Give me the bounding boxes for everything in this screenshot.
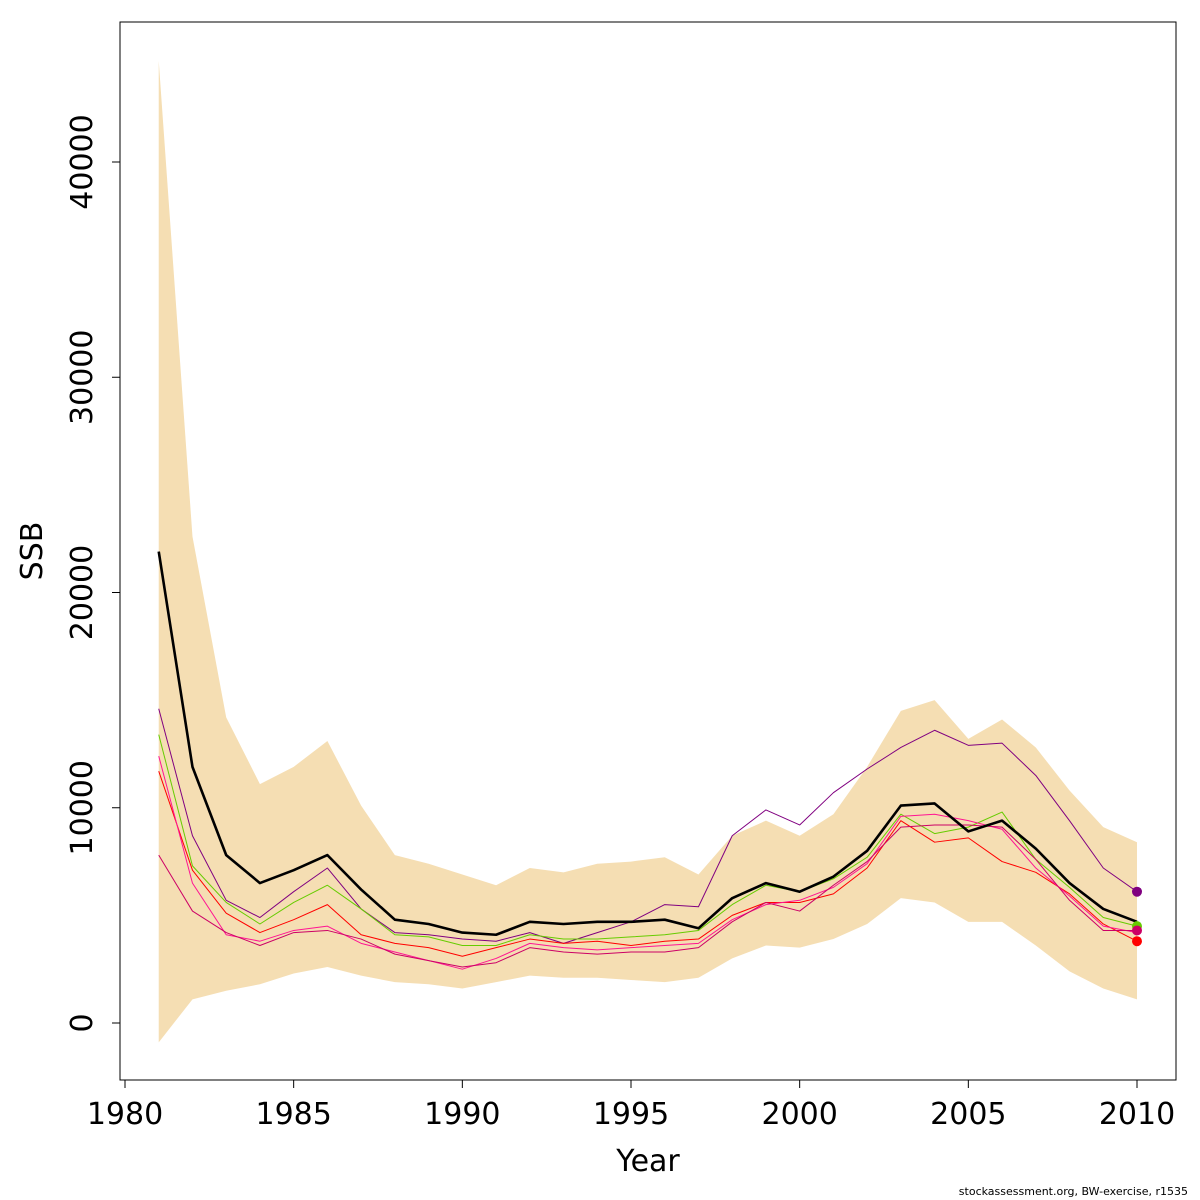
x-tick-label: 1995 (593, 1097, 669, 1132)
series-line-2 (158, 708, 1138, 944)
series-line-4 (158, 770, 1138, 957)
y-tick-label: 0 (65, 1013, 100, 1032)
y-axis-title: SSB (15, 522, 50, 581)
x-axis-title: Year (615, 1144, 680, 1179)
confidence-band-layer (158, 60, 1137, 1043)
confidence-band (158, 60, 1137, 1043)
series-line-1 (157, 551, 1138, 937)
y-tick-label: 40000 (65, 114, 100, 209)
series-line-3 (158, 734, 1138, 947)
series-endpoint-6 (1132, 925, 1142, 936)
credit-text: stockassessment.org, BW-exercise, r1535 (958, 1185, 1188, 1198)
x-tick-label: 2005 (930, 1097, 1006, 1132)
series-line-6 (158, 824, 1137, 968)
endpoint-layer (1132, 886, 1142, 947)
y-axis: 0 10000 20000 30000 40000 (65, 114, 121, 1033)
x-tick-label: 1980 (87, 1097, 163, 1132)
series-layer (157, 551, 1138, 970)
x-tick-label: 1985 (255, 1097, 331, 1132)
x-tick-label: 1990 (424, 1097, 500, 1132)
y-tick-label: 10000 (65, 760, 100, 855)
series-endpoint-4 (1132, 936, 1142, 947)
x-tick-label: 2010 (1099, 1097, 1175, 1132)
x-tick-label: 2000 (761, 1097, 837, 1132)
x-axis: 1980 1985 1990 1995 2000 2005 2010 (87, 1079, 1175, 1132)
y-tick-label: 30000 (65, 330, 100, 425)
y-tick-label: 20000 (65, 545, 100, 640)
series-line-5 (158, 755, 1138, 970)
series-endpoint-2 (1132, 886, 1142, 897)
